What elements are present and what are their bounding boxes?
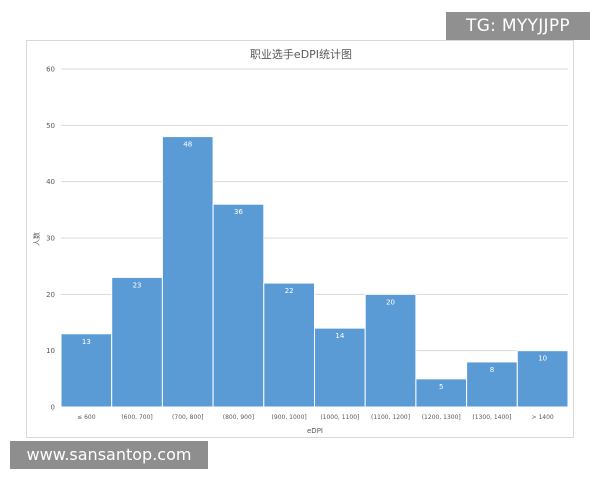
- y-tick-label: 60: [46, 66, 55, 74]
- histogram-chart: 职业选手eDPI统计图 0 10 20 30 40 50 60 13 23 48 36 22 14 20…: [32, 47, 569, 435]
- x-tick-label: (1300, 1400]: [472, 414, 511, 421]
- x-tick-label: (1000, 1100]: [320, 414, 359, 421]
- x-tick-label: ≤ 600: [77, 414, 96, 421]
- chart-area: 职业选手eDPI统计图 0 10 20 30 40 50 60 13 23 48 36 22 14 20…: [26, 40, 574, 438]
- bar: [466, 361, 518, 408]
- bar: [161, 136, 214, 408]
- y-tick-label: 50: [46, 122, 55, 130]
- bar-value-label: 23: [133, 281, 142, 289]
- y-axis-title: 人数: [32, 232, 41, 246]
- data-labels: 13 23 48 36 22 14 20 5 8 10: [82, 141, 547, 391]
- bars: [60, 136, 569, 408]
- bar: [212, 203, 265, 408]
- bar: [314, 327, 366, 408]
- bar-value-label: 10: [538, 355, 547, 363]
- bar-value-label: 22: [285, 287, 294, 295]
- y-tick-label: 40: [46, 178, 55, 186]
- bar: [60, 333, 113, 408]
- bar: [111, 276, 163, 408]
- y-axis-ticks: 0 10 20 30 40 50 60: [46, 66, 55, 412]
- bar-value-label: 20: [386, 298, 395, 306]
- bar-value-label: 14: [335, 332, 344, 340]
- bar-value-label: 5: [439, 383, 443, 391]
- x-tick-label: (1200, 1300]: [422, 414, 461, 421]
- x-tick-label: (900, 1000]: [272, 414, 307, 421]
- site-watermark-label: www.sansantop.com: [10, 441, 208, 469]
- y-tick-label: 0: [51, 404, 55, 412]
- y-tick-label: 30: [46, 235, 55, 243]
- x-tick-label: (600, 700]: [121, 414, 152, 421]
- x-axis-ticks: ≤ 600 (600, 700] (700, 800] (800, 900] (900,…: [77, 414, 554, 421]
- bar: [263, 282, 316, 408]
- tg-watermark-label: TG: MYYJJPP: [446, 12, 590, 40]
- x-axis-title: eDPI: [307, 427, 323, 435]
- y-tick-label: 10: [46, 347, 55, 355]
- x-tick-label: > 1400: [532, 414, 554, 421]
- x-tick-label: (700, 800]: [172, 414, 203, 421]
- bar-value-label: 36: [234, 208, 243, 216]
- x-tick-label: (800, 900]: [223, 414, 254, 421]
- bar: [364, 293, 417, 408]
- x-tick-label: (1100, 1200]: [371, 414, 410, 421]
- bar-value-label: 13: [82, 338, 91, 346]
- bar: [516, 350, 569, 408]
- chart-title: 职业选手eDPI统计图: [250, 47, 352, 61]
- y-tick-label: 20: [46, 291, 55, 299]
- bar-value-label: 48: [183, 141, 192, 149]
- bar-value-label: 8: [490, 366, 494, 374]
